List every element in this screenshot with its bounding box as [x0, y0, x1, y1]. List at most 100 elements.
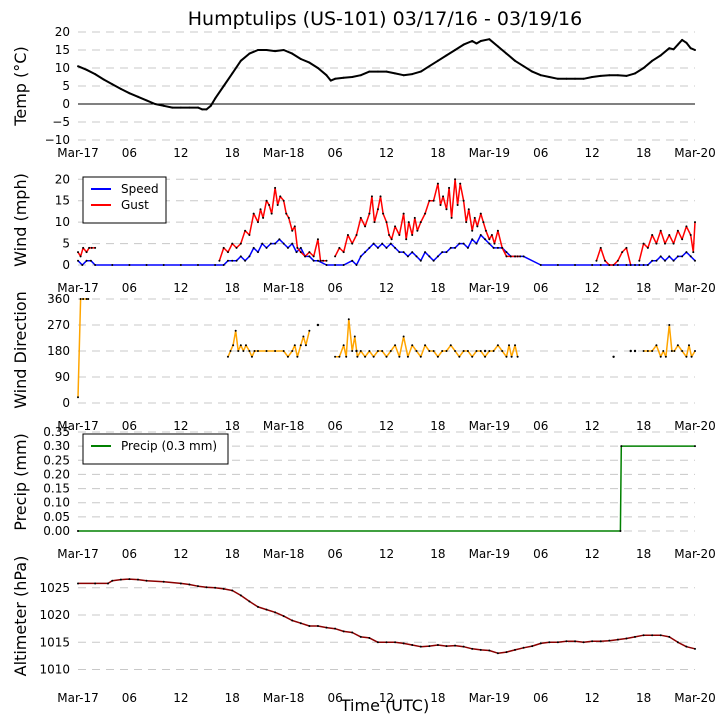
data-point: [493, 242, 496, 245]
data-point: [356, 355, 359, 358]
data-point: [85, 259, 88, 262]
y-tick-label: 10: [55, 215, 70, 229]
data-point: [319, 259, 322, 262]
data-point: [466, 350, 469, 352]
data-point: [514, 59, 517, 62]
data-point: [509, 255, 512, 258]
data-point: [462, 350, 465, 352]
data-point: [616, 259, 619, 262]
data-point: [274, 350, 277, 352]
data-point: [501, 350, 504, 352]
data-point: [454, 350, 457, 352]
data-point: [299, 622, 302, 625]
data-point: [548, 76, 551, 78]
data-point: [90, 246, 93, 249]
x-axis-label: Time (UTC): [340, 696, 429, 715]
data-point: [381, 242, 384, 245]
data-point: [514, 255, 517, 258]
data-point: [351, 259, 354, 262]
data-point: [676, 641, 679, 644]
data-point: [256, 350, 259, 352]
data-point: [402, 251, 405, 254]
data-point: [248, 600, 251, 603]
data-point: [625, 637, 628, 640]
data-point: [522, 65, 525, 68]
data-point: [456, 204, 459, 206]
data-point: [342, 630, 345, 633]
data-point: [94, 73, 97, 76]
data-point: [248, 52, 251, 55]
x-tick-label: 18: [430, 547, 445, 561]
data-point: [496, 652, 499, 655]
data-point: [154, 103, 157, 105]
y-axis-label: Temp (°C): [11, 46, 30, 126]
data-point: [673, 350, 676, 352]
data-point: [591, 264, 594, 266]
y-tick-label: 0.15: [43, 482, 70, 496]
data-point: [196, 585, 199, 588]
data-point: [668, 255, 671, 258]
data-point: [416, 229, 419, 232]
x-tick-label: 12: [379, 281, 394, 295]
data-point: [694, 445, 696, 448]
data-point: [616, 264, 619, 266]
data-point: [329, 79, 332, 82]
data-point: [355, 264, 358, 266]
data-point: [681, 350, 684, 352]
series-line-precip-0-3-mm-: [78, 445, 695, 532]
data-point: [479, 212, 482, 215]
data-point: [88, 246, 91, 249]
data-point: [119, 578, 122, 581]
data-point: [484, 238, 487, 241]
data-point: [106, 582, 109, 585]
data-point: [368, 636, 371, 639]
data-point: [659, 355, 662, 358]
data-point: [407, 221, 410, 224]
data-point: [424, 344, 427, 347]
data-point: [415, 350, 418, 352]
data-point: [372, 355, 375, 358]
data-point: [299, 246, 302, 249]
data-point: [256, 605, 259, 608]
data-point: [385, 355, 388, 358]
data-point: [505, 255, 508, 258]
data-point: [659, 54, 662, 57]
data-point: [81, 264, 84, 266]
data-point: [231, 72, 234, 75]
data-point: [373, 221, 376, 224]
data-point: [82, 246, 85, 249]
data-point: [347, 318, 350, 321]
data-point: [232, 344, 235, 347]
data-point: [462, 645, 465, 648]
data-point: [291, 242, 294, 245]
data-point: [419, 221, 422, 224]
data-point: [334, 627, 337, 630]
data-point: [188, 106, 191, 109]
data-point: [411, 344, 414, 347]
data-point: [476, 225, 479, 228]
data-point: [308, 251, 311, 254]
x-tick-label: 06: [122, 691, 137, 705]
data-point: [428, 199, 431, 202]
data-point: [411, 234, 414, 236]
data-point: [286, 246, 289, 249]
data-point: [265, 608, 268, 611]
data-point: [651, 634, 654, 637]
legend-box: [82, 433, 229, 465]
data-point: [385, 641, 388, 644]
x-tick-label: 18: [225, 281, 240, 295]
y-tick-label: 10: [55, 61, 70, 75]
data-point: [462, 199, 465, 202]
data-point: [428, 255, 431, 258]
data-point: [242, 350, 245, 352]
data-point: [642, 350, 645, 352]
data-point: [389, 242, 392, 245]
panel-wind: 0 5 10 15 20 Mar-17 06 12 18 Mar-18 06 12 18 Mar-19 06…: [11, 172, 716, 295]
data-point: [385, 221, 388, 224]
data-point: [690, 355, 693, 358]
data-point: [222, 264, 225, 266]
data-point: [694, 259, 696, 262]
data-point: [85, 298, 88, 300]
data-point: [432, 259, 435, 262]
data-point: [274, 50, 277, 53]
